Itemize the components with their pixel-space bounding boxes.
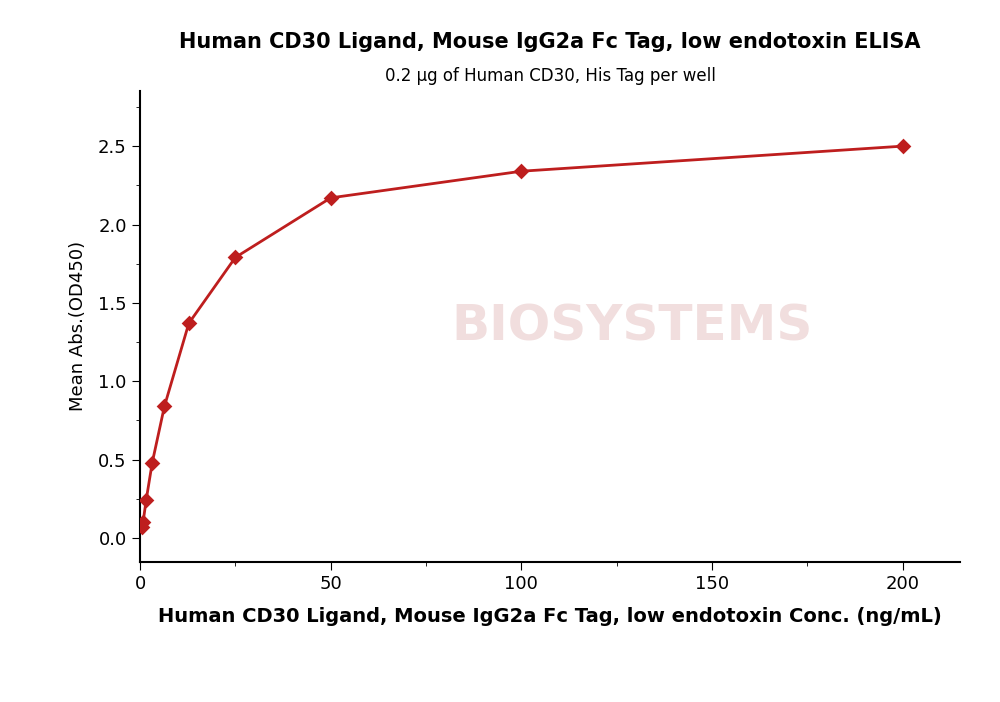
Point [144,457,160,468]
X-axis label: Human CD30 Ligand, Mouse IgG2a Fc Tag, low endotoxin Conc. (ng/mL): Human CD30 Ligand, Mouse IgG2a Fc Tag, l… [158,607,942,625]
Text: BIOSYSTEMS: BIOSYSTEMS [451,303,813,350]
Point [135,517,151,528]
Point [895,140,911,152]
Point [513,166,529,177]
Point [156,401,172,412]
Y-axis label: Mean Abs.(OD450): Mean Abs.(OD450) [69,241,87,411]
Text: Human CD30 Ligand, Mouse IgG2a Fc Tag, low endotoxin ELISA: Human CD30 Ligand, Mouse IgG2a Fc Tag, l… [179,32,921,51]
Point [227,252,243,263]
Point [138,495,154,506]
Point [134,522,150,533]
Point [181,318,197,329]
Point [323,192,339,204]
Text: 0.2 μg of Human CD30, His Tag per well: 0.2 μg of Human CD30, His Tag per well [385,67,715,85]
